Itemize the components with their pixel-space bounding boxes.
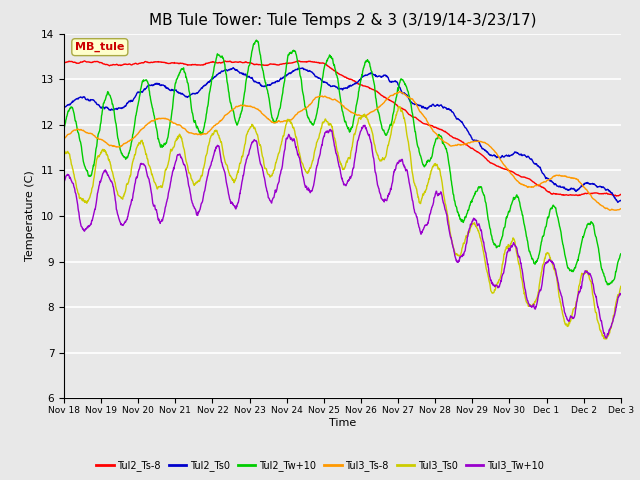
Tul3_Tw+10	[318, 142, 326, 148]
Tul2_Ts-8	[612, 193, 620, 199]
Tul2_Tw+10	[253, 37, 260, 43]
Tul2_Ts-8	[60, 60, 68, 66]
Tul3_Ts0	[308, 161, 316, 167]
Tul2_Ts0	[103, 104, 111, 110]
Tul3_Ts-8	[296, 108, 304, 114]
Tul3_Tw+10	[60, 180, 68, 186]
Tul3_Tw+10	[602, 335, 610, 341]
Tul3_Ts-8	[126, 138, 134, 144]
Tul2_Ts-8	[104, 62, 111, 68]
Tul3_Ts0	[377, 158, 385, 164]
Tul2_Tw+10	[378, 121, 385, 127]
Tul2_Tw+10	[126, 147, 134, 153]
Tul2_Ts0	[126, 98, 134, 104]
Tul3_Tw+10	[103, 170, 111, 176]
Title: MB Tule Tower: Tule Temps 2 & 3 (3/19/14-3/23/17): MB Tule Tower: Tule Temps 2 & 3 (3/19/14…	[148, 13, 536, 28]
Tul3_Ts0	[60, 149, 68, 155]
Line: Tul3_Ts0: Tul3_Ts0	[64, 107, 621, 339]
Tul2_Ts0	[318, 78, 326, 84]
Tul3_Tw+10	[378, 195, 385, 201]
Tul2_Tw+10	[60, 126, 68, 132]
Tul3_Tw+10	[126, 205, 134, 211]
Tul3_Tw+10	[361, 122, 369, 128]
Line: Tul2_Ts-8: Tul2_Ts-8	[64, 61, 621, 196]
Tul3_Tw+10	[296, 159, 304, 165]
Tul2_Tw+10	[318, 77, 326, 83]
Tul2_Ts-8	[81, 58, 88, 64]
Tul2_Ts-8	[126, 61, 134, 67]
Tul3_Ts-8	[612, 207, 620, 213]
Tul2_Tw+10	[604, 282, 611, 288]
Tul3_Ts0	[617, 284, 625, 289]
Tul3_Ts-8	[60, 136, 68, 142]
Tul2_Ts0	[308, 70, 316, 75]
Tul2_Ts-8	[617, 192, 625, 197]
Tul3_Ts-8	[377, 102, 385, 108]
Line: Tul2_Tw+10: Tul2_Tw+10	[64, 40, 621, 285]
Tul3_Ts0	[396, 104, 403, 109]
Tul3_Ts0	[318, 123, 326, 129]
Tul2_Ts0	[614, 200, 621, 205]
Line: Tul3_Ts-8: Tul3_Ts-8	[64, 92, 621, 210]
Tul2_Ts-8	[378, 92, 385, 98]
Tul2_Tw+10	[308, 121, 316, 127]
Tul3_Ts-8	[396, 89, 403, 95]
Tul2_Ts0	[297, 66, 305, 72]
Tul2_Ts0	[60, 105, 68, 111]
Legend: Tul2_Ts-8, Tul2_Ts0, Tul2_Tw+10, Tul3_Ts-8, Tul3_Ts0, Tul3_Tw+10: Tul2_Ts-8, Tul2_Ts0, Tul2_Tw+10, Tul3_Ts…	[92, 456, 548, 475]
Tul2_Ts-8	[318, 60, 326, 66]
Tul3_Ts-8	[617, 206, 625, 212]
Tul2_Tw+10	[103, 92, 111, 98]
Tul3_Ts0	[126, 175, 134, 180]
Line: Tul3_Tw+10: Tul3_Tw+10	[64, 125, 621, 338]
Tul3_Ts0	[103, 152, 111, 157]
Tul3_Ts0	[296, 154, 304, 159]
Tul2_Ts0	[378, 73, 385, 79]
Tul3_Ts-8	[318, 94, 326, 99]
Tul3_Ts-8	[308, 100, 316, 106]
Tul2_Tw+10	[297, 74, 305, 80]
Tul2_Tw+10	[617, 251, 625, 257]
Y-axis label: Temperature (C): Temperature (C)	[26, 170, 35, 262]
Tul2_Ts0	[230, 65, 237, 71]
Tul2_Ts-8	[297, 59, 305, 65]
Tul3_Tw+10	[617, 291, 625, 297]
Tul2_Ts0	[617, 198, 625, 204]
Tul3_Ts0	[602, 336, 609, 342]
Line: Tul2_Ts0: Tul2_Ts0	[64, 68, 621, 203]
Tul3_Tw+10	[308, 188, 316, 194]
Tul3_Ts-8	[103, 141, 111, 146]
Tul2_Ts-8	[308, 59, 316, 64]
X-axis label: Time: Time	[329, 418, 356, 428]
Text: MB_tule: MB_tule	[75, 42, 125, 52]
